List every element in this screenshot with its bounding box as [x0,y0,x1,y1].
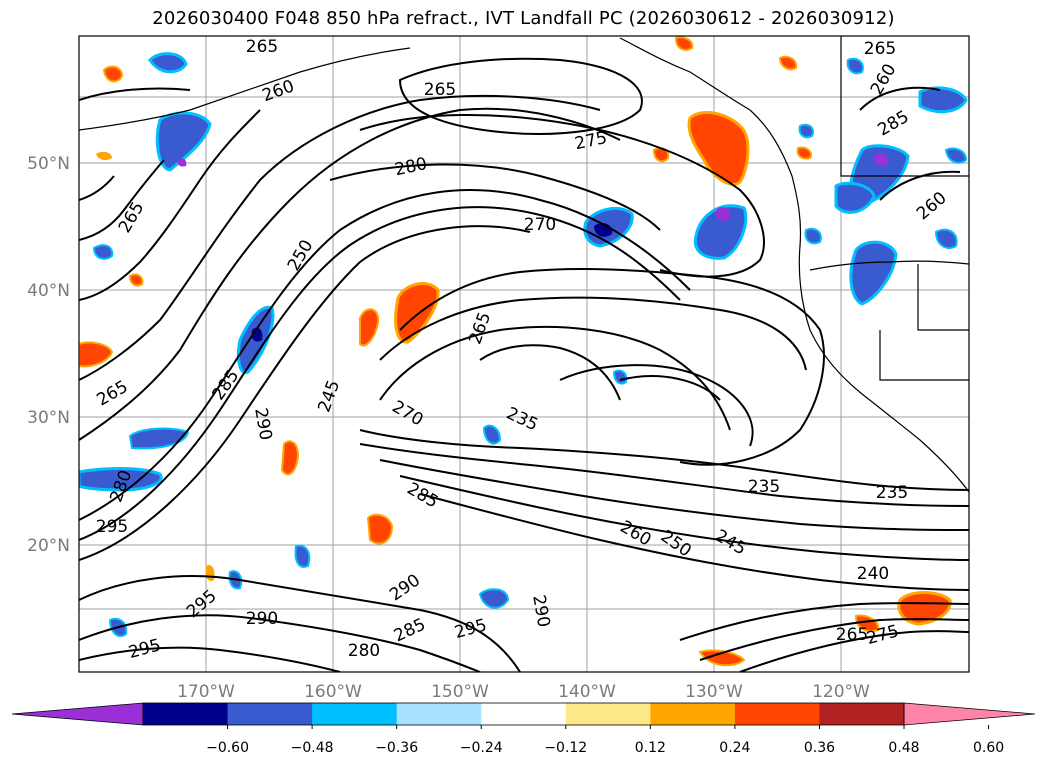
colorbar-tick-label: 0.12 [635,740,666,756]
lat-label-50n: 50°N [27,154,70,174]
colorbar-tick-label: 0.60 [973,740,1004,756]
colorbar-tick-label: −0.12 [544,740,587,756]
chart-title: 2026030400 F048 850 hPa refract., IVT La… [152,8,895,29]
contour-label: 265 [836,625,868,645]
colorbar [11,702,1036,726]
colorbar-segment [481,703,567,725]
contour-label: 295 [96,517,128,537]
colorbar-segment [312,703,398,725]
colorbar-segment [143,703,229,725]
lat-label-20n: 20°N [27,536,70,556]
colorbar-tick-label: −0.36 [375,740,418,756]
latitude-axis: 50°N 40°N 30°N 20°N [27,154,70,556]
colorbar-segment [396,703,482,725]
contour-label: 235 [748,477,780,497]
colorbar-extend-high [903,702,1036,726]
colorbar-tick-label: 0.36 [804,740,835,756]
longitude-axis: 170°W 160°W 150°W 140°W 130°W 120°W [177,682,870,702]
lon-label-150w: 150°W [431,682,489,702]
contour-label: 270 [524,215,556,235]
colorbar-tick-labels: −0.60 −0.48 −0.36 −0.24 −0.12 0.12 0.24 0.36 0.4… [206,725,1004,756]
colorbar-frame [142,702,905,726]
contour-label: 235 [876,483,908,503]
contour-label: 280 [348,641,380,661]
colorbar-tick-label: −0.48 [291,740,334,756]
colorbar-tick-label: 0.24 [719,740,750,756]
colorbar-tick-label: −0.24 [460,740,503,756]
lat-label-40n: 40°N [27,281,70,301]
lon-label-120w: 120°W [812,682,870,702]
contour-label: 265 [424,80,456,100]
map-background [79,36,969,672]
colorbar-segment [565,703,651,725]
colorbar-tick-label: −0.60 [206,740,249,756]
colorbar-segment [650,703,736,725]
map-frame [78,35,970,673]
graticule [79,36,969,672]
colorbar-tick-label: 0.48 [888,740,919,756]
colorbar-segment [819,703,905,725]
colorbar-segment [734,703,820,725]
contour-label: 265 [864,39,896,59]
colorbar-segment [227,703,313,725]
colorbar-extend-low [11,702,144,726]
lon-label-170w: 170°W [177,682,235,702]
lon-label-140w: 140°W [558,682,616,702]
contour-label: 240 [857,564,889,584]
lon-label-160w: 160°W [304,682,362,702]
contour-label: 265 [246,37,278,57]
coastline [79,36,969,493]
lat-label-30n: 30°N [27,408,70,428]
refractivity-contours [79,57,969,672]
contour-label: 290 [246,609,278,629]
lon-label-130w: 130°W [685,682,743,702]
shaded-anomaly-layer [79,36,968,667]
